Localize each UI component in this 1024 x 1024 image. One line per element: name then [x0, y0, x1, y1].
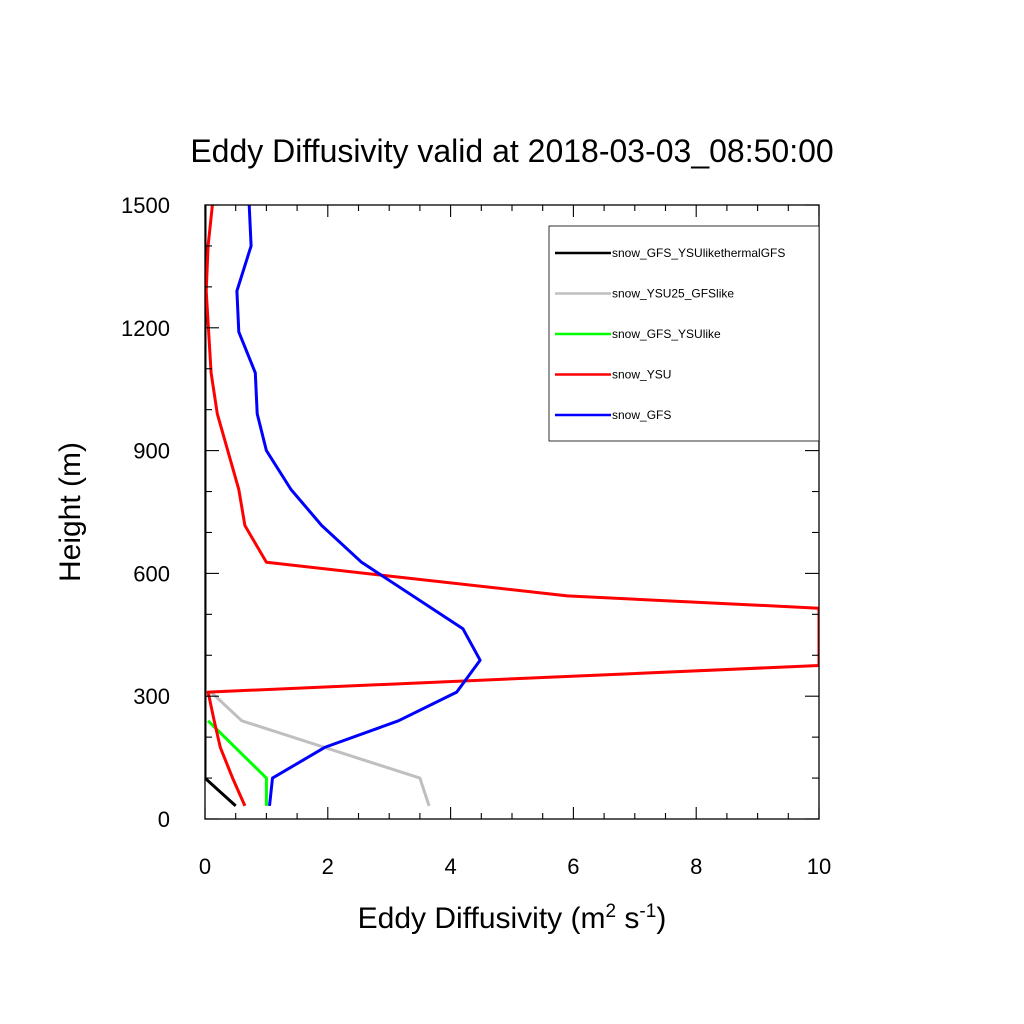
- axis-ticks: [204, 204, 820, 820]
- legend-label: snow_YSU25_GFSlike: [612, 287, 734, 301]
- legend-label: snow_GFS: [612, 408, 671, 422]
- y-tick-label: 900: [133, 439, 170, 464]
- series-line-3: [205, 205, 819, 807]
- x-tick-label: 4: [444, 854, 456, 879]
- series-line-4: [235, 205, 482, 807]
- x-tick-labels: 0 2 4 6 8 10: [199, 854, 831, 879]
- series-lines: [205, 205, 819, 808]
- x-tick-label: 6: [567, 854, 579, 879]
- y-tick-label: 1500: [121, 193, 170, 218]
- chart-title: Eddy Diffusivity valid at 2018-03-03_08:…: [190, 133, 833, 169]
- legend-label: snow_GFS_YSUlikethermalGFS: [612, 246, 785, 260]
- x-tick-label: 8: [690, 854, 702, 879]
- y-tick-label: 0: [158, 807, 170, 832]
- legend-label: snow_YSU: [612, 368, 671, 382]
- x-tick-label: 0: [199, 854, 211, 879]
- x-tick-label: 10: [807, 854, 831, 879]
- x-axis-title: Eddy Diffusivity (m2 s-1): [358, 901, 667, 935]
- y-tick-label: 1200: [121, 316, 170, 341]
- series-line-0: [205, 205, 237, 808]
- legend-label: snow_GFS_YSUlike: [612, 327, 721, 341]
- y-tick-label: 600: [133, 561, 170, 586]
- legend: snow_GFS_YSUlikethermalGFS snow_YSU25_GFS…: [548, 225, 820, 442]
- series-line-1: [210, 691, 431, 807]
- legend-box: [548, 225, 820, 442]
- series-line-2: [207, 719, 268, 806]
- y-tick-labels: 0 300 600 900 1200 1500: [121, 193, 170, 832]
- y-tick-label: 300: [133, 684, 170, 709]
- x-tick-label: 2: [322, 854, 334, 879]
- y-axis-title: Height (m): [54, 442, 87, 582]
